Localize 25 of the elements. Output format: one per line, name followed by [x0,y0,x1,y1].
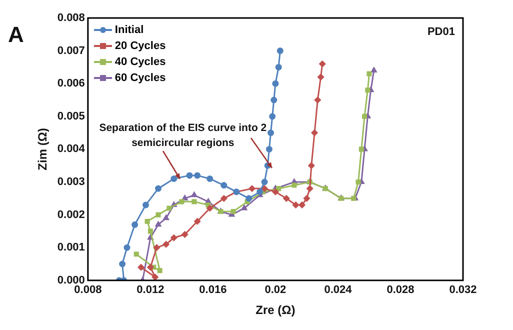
x-tick-label: 0.024 [324,284,353,296]
y-axis-title: Zim (Ω) [36,128,50,170]
x-tick-label: 0.032 [449,284,477,296]
y-tick-label: 0.004 [57,143,86,156]
legend-label: 20 Cycles [114,40,166,52]
x-tick-label: 0.02 [264,284,286,296]
y-tick-label: 0.008 [57,12,85,24]
x-tick-label: 0.016 [199,284,227,296]
y-tick-label: 0.006 [57,78,85,90]
legend-label: Initial [114,24,144,36]
y-tick-label: 0.000 [57,274,85,286]
y-tick-label: 0.005 [57,110,85,122]
y-tick-label: 0.003 [57,176,85,188]
x-axis-title: Zre (Ω) [256,303,296,318]
x-tick-label: 0.028 [386,284,414,296]
x-tick-label: 0.008 [74,284,102,296]
chart-title: A [8,22,24,48]
y-tick-label: 0.002 [57,208,85,221]
legend-label: 60 Cycles [114,72,166,84]
annotation: PD01 [427,26,455,38]
x-tick-label: 0.012 [136,284,164,296]
annotation: Separation of the EIS curve into 2 semicircular regions [98,121,268,151]
legend-label: 40 Cycles [114,56,166,68]
y-tick-label: 0.001 [57,242,85,254]
y-tick-label: 0.007 [57,44,85,57]
